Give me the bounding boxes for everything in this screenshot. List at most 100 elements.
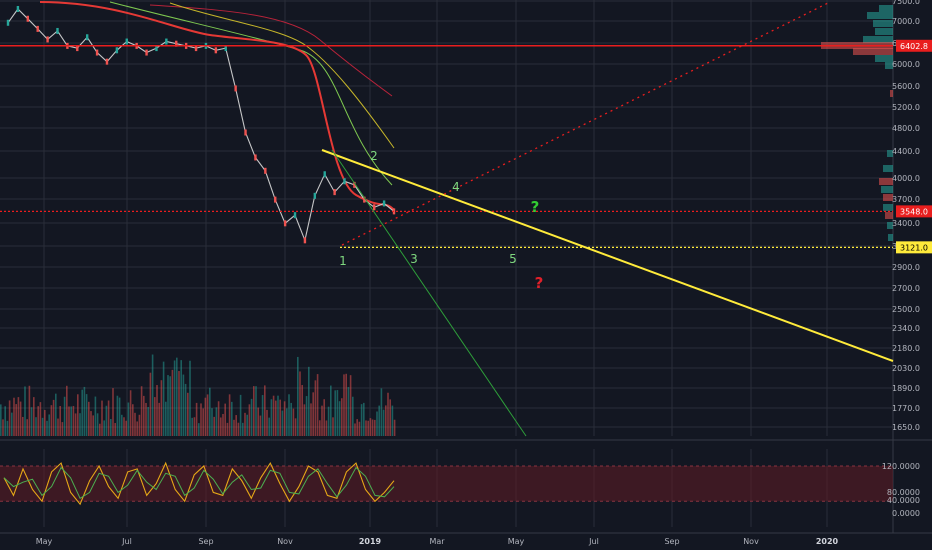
volume-bar xyxy=(200,403,202,436)
volume-bar xyxy=(195,402,198,436)
price-point xyxy=(363,196,366,203)
volume-profile-bar xyxy=(883,204,893,211)
volume-bar xyxy=(382,409,385,436)
volume-bar xyxy=(244,412,246,436)
volume-bar xyxy=(88,401,90,436)
y-tick-label: 1770.0 xyxy=(892,404,920,413)
volume-bar xyxy=(66,385,68,436)
volume-profile-bar xyxy=(879,5,893,12)
volume-bar xyxy=(290,402,292,436)
price-point xyxy=(382,200,386,207)
volume-bar xyxy=(341,398,343,436)
volume-bar xyxy=(127,402,130,436)
volume-bar xyxy=(259,415,262,436)
volume-bar xyxy=(110,418,112,436)
y-tick-label: 5600.0 xyxy=(892,82,920,91)
price-tag[interactable]: 6402.8 xyxy=(896,39,932,52)
volume-bar xyxy=(202,408,204,436)
volume-bar xyxy=(279,399,281,436)
volume-bar xyxy=(268,417,270,436)
oscillator-d-line xyxy=(3,466,395,500)
volume-bar xyxy=(349,375,352,436)
price-point xyxy=(224,45,227,52)
volume-bar xyxy=(299,371,301,436)
price-tag-box xyxy=(896,39,932,52)
price-point xyxy=(283,220,287,227)
volume-bar xyxy=(380,388,383,436)
volume-bar xyxy=(358,421,361,436)
volume-bar xyxy=(77,394,79,436)
price-point xyxy=(214,47,218,54)
volume-bar xyxy=(325,420,328,436)
volume-bar xyxy=(239,394,242,436)
x-tick-label: 2019 xyxy=(359,537,382,546)
volume-bar xyxy=(378,405,380,436)
y-tick-label: 2180.0 xyxy=(892,344,920,353)
volume-bar xyxy=(83,386,86,436)
oscillator-tick-label: 40.0000 xyxy=(887,496,920,505)
volume-bar xyxy=(250,398,253,436)
volume-bar xyxy=(22,416,24,436)
ascending-dotted-projection[interactable] xyxy=(341,2,829,246)
volume-bar xyxy=(266,409,268,436)
wave-label: 2 xyxy=(370,149,378,163)
volume-bar xyxy=(48,414,50,436)
price-point xyxy=(175,40,178,47)
price-tag[interactable]: 3121.0 xyxy=(896,241,932,254)
volume-profile-bar xyxy=(883,194,893,201)
volume-bar xyxy=(0,404,2,436)
price-point xyxy=(145,49,148,56)
volume-bar xyxy=(224,403,226,436)
y-tick-label: 5200.0 xyxy=(892,103,920,112)
volume-bar xyxy=(154,397,156,436)
price-point xyxy=(274,196,277,203)
wave-3-projection[interactable] xyxy=(331,149,527,437)
volume-bar xyxy=(19,401,22,436)
oscillator-band xyxy=(0,466,893,502)
price-point xyxy=(95,49,99,56)
volume-profile-bar xyxy=(863,36,893,43)
volume-bar xyxy=(136,421,138,436)
volume-bar xyxy=(57,418,59,436)
price-point xyxy=(373,204,376,211)
volume-bar xyxy=(363,402,365,436)
volume-bar xyxy=(277,395,279,436)
volume-bar xyxy=(314,380,317,436)
volume-bar xyxy=(33,397,35,436)
ma-medium xyxy=(169,2,395,149)
price-point xyxy=(155,45,158,52)
volume-bar xyxy=(26,419,28,436)
volume-bar xyxy=(134,412,136,436)
y-tick-label: 2340.0 xyxy=(892,324,920,333)
volume-profile-bar xyxy=(873,20,893,27)
price-tag[interactable]: 3548.0 xyxy=(896,205,932,218)
volume-bar xyxy=(345,373,347,436)
volume-bar xyxy=(257,407,259,436)
y-tick-label: 2700.0 xyxy=(892,284,920,293)
volume-profile-bar xyxy=(875,28,893,35)
volume-bar xyxy=(6,420,9,436)
volume-bar xyxy=(198,423,200,436)
price-point xyxy=(85,34,89,41)
volume-bar xyxy=(63,396,66,436)
volume-bar xyxy=(138,414,141,436)
volume-bar xyxy=(167,375,169,436)
volume-bar xyxy=(211,408,213,436)
price-point xyxy=(293,212,297,219)
volume-bar xyxy=(145,402,147,436)
volume-bar xyxy=(96,413,99,436)
volume-bar xyxy=(13,397,15,436)
volume-bar xyxy=(303,404,306,436)
volume-bar xyxy=(4,406,6,436)
volume-profile-bar xyxy=(887,222,893,229)
volume-bar xyxy=(85,394,88,436)
volume-bar xyxy=(105,405,108,436)
volume-bar xyxy=(143,395,145,436)
volume-bar xyxy=(149,372,152,436)
price-point xyxy=(16,5,20,12)
volume-bar xyxy=(220,417,222,436)
descending-trendline[interactable] xyxy=(321,149,894,362)
volume-bar xyxy=(99,423,101,436)
